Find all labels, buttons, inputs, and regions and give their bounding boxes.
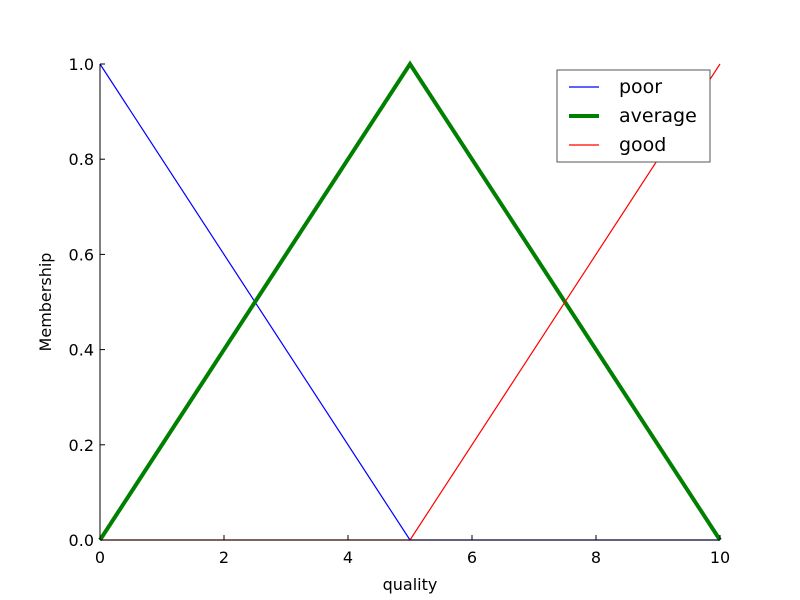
y-tick-label: 0.6 [69,245,94,264]
y-tick-label: 0.0 [69,531,94,550]
y-tick-label: 0.2 [69,436,94,455]
ticks-layer: 0 2 4 6 8 10 0.0 0.2 0.4 0.6 0.8 1.0 [69,55,731,567]
legend-entries: poor average good [569,76,697,156]
y-axis-label: Membership [36,253,55,352]
x-tick-label: 8 [591,548,601,567]
y-tick-label: 1.0 [69,55,94,74]
legend-label-average: average [619,105,697,127]
legend-label-good: good [619,134,666,156]
x-tick-label: 4 [343,548,353,567]
x-tick-label: 2 [219,548,229,567]
y-tick-label: 0.8 [69,150,94,169]
axes-layer [99,64,720,541]
legend: poor average good [556,69,711,163]
legend-label-poor: poor [619,76,662,98]
y-tick-label: 0.4 [69,341,94,360]
x-tick-label: 0 [95,548,105,567]
series-line-average [98,60,722,542]
x-tick-label: 10 [710,548,730,567]
x-tick-label: 6 [467,548,477,567]
x-axis-label: quality [383,575,438,594]
